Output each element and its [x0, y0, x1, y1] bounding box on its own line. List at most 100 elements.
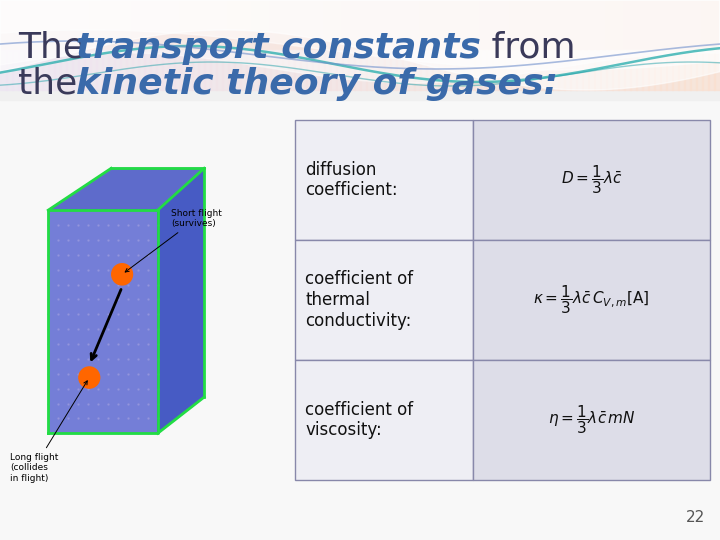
Bar [12, 0, 19, 50]
Bar [186, 50, 193, 90]
Bar [318, 0, 325, 50]
Bar [138, 50, 145, 90]
Bar [552, 50, 559, 90]
Bar [504, 50, 511, 90]
Bar [558, 0, 565, 50]
Bar [138, 0, 145, 50]
Bar [60, 50, 67, 90]
Text: Short flight
(survives): Short flight (survives) [125, 209, 222, 272]
Bar [312, 50, 319, 90]
Bar [468, 0, 475, 50]
Bar [696, 0, 703, 50]
Bar [384, 50, 391, 90]
Bar [126, 0, 133, 50]
Bar [672, 0, 679, 50]
Bar [54, 50, 61, 90]
Bar [624, 50, 631, 90]
Bar [348, 50, 355, 90]
Polygon shape [48, 210, 158, 433]
Bar [30, 0, 37, 50]
Bar [450, 50, 457, 90]
Bar [654, 0, 661, 50]
Bar [42, 0, 49, 50]
Text: diffusion
coefficient:: diffusion coefficient: [305, 160, 397, 199]
Bar [588, 50, 595, 90]
Bar [528, 0, 535, 50]
Bar [96, 50, 103, 90]
Bar [252, 0, 259, 50]
Bar [90, 0, 97, 50]
Bar [48, 0, 55, 50]
Bar [330, 0, 337, 50]
Bar [72, 0, 79, 50]
Bar [168, 50, 175, 90]
Bar [348, 0, 355, 50]
Bar [660, 0, 667, 50]
Bar [48, 50, 55, 90]
Bar [714, 0, 720, 50]
Bar [498, 0, 505, 50]
Bar [78, 50, 85, 90]
Bar [474, 120, 710, 240]
Bar [432, 0, 439, 50]
Bar [378, 50, 385, 90]
Bar [102, 0, 109, 50]
Bar [522, 50, 529, 90]
Bar [300, 50, 307, 90]
Bar [234, 0, 241, 50]
Bar [474, 0, 481, 50]
Bar [474, 50, 481, 90]
Bar [288, 50, 295, 90]
Bar [18, 50, 25, 90]
Bar [306, 50, 313, 90]
Bar [318, 50, 325, 90]
Bar [570, 50, 577, 90]
Bar [162, 0, 169, 50]
Polygon shape [0, 0, 720, 83]
Bar [324, 0, 331, 50]
Bar [324, 50, 331, 90]
Bar [336, 0, 343, 50]
Bar [576, 50, 583, 90]
Bar [702, 50, 709, 90]
Bar [336, 50, 343, 90]
Bar [162, 50, 169, 90]
Bar [426, 50, 433, 90]
Bar [216, 50, 223, 90]
Bar [24, 50, 31, 90]
Bar [624, 0, 631, 50]
Bar [264, 50, 271, 90]
Bar [486, 0, 493, 50]
Bar [36, 50, 43, 90]
Bar [84, 50, 91, 90]
Bar [354, 0, 361, 50]
Bar [486, 50, 493, 90]
Bar [516, 50, 523, 90]
Bar [396, 50, 403, 90]
Bar [438, 50, 445, 90]
Bar [168, 0, 175, 50]
Bar [306, 0, 313, 50]
Bar [294, 0, 301, 50]
Bar [510, 50, 517, 90]
Bar [312, 0, 319, 50]
Bar [144, 0, 151, 50]
Bar [456, 0, 463, 50]
Bar [0, 50, 7, 90]
Bar [282, 0, 289, 50]
Bar [366, 0, 373, 50]
Bar [444, 0, 451, 50]
Circle shape [112, 264, 132, 285]
Text: The: The [18, 31, 96, 65]
Bar [684, 50, 691, 90]
Bar [696, 50, 703, 90]
Text: kinetic theory of gases:: kinetic theory of gases: [76, 67, 558, 101]
Bar [534, 50, 541, 90]
Bar [678, 50, 685, 90]
Bar [342, 50, 349, 90]
Bar [414, 0, 421, 50]
Bar [282, 50, 289, 90]
Bar [708, 50, 715, 90]
Bar [648, 50, 655, 90]
Bar [708, 0, 715, 50]
